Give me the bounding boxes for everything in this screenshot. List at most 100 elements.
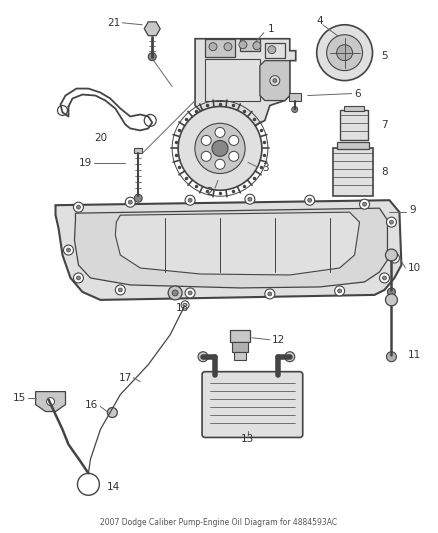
Circle shape: [67, 248, 71, 252]
Circle shape: [107, 408, 117, 417]
Text: 3: 3: [262, 163, 268, 173]
Text: 10: 10: [407, 263, 420, 273]
Circle shape: [385, 294, 397, 306]
Bar: [337, 142, 368, 149]
Circle shape: [392, 256, 396, 260]
Text: 7: 7: [381, 120, 388, 131]
Text: 8: 8: [381, 167, 388, 177]
Circle shape: [74, 202, 83, 212]
Circle shape: [308, 198, 312, 202]
Bar: [134, 148, 142, 154]
Circle shape: [268, 46, 276, 54]
Circle shape: [198, 352, 208, 362]
Text: 21: 21: [107, 18, 120, 28]
Circle shape: [64, 245, 74, 255]
Circle shape: [363, 202, 367, 206]
Circle shape: [327, 35, 363, 71]
Circle shape: [389, 220, 393, 224]
Text: 13: 13: [241, 434, 254, 445]
Bar: [339, 110, 367, 140]
Circle shape: [188, 198, 192, 202]
Circle shape: [125, 197, 135, 207]
Text: 15: 15: [12, 393, 25, 402]
Circle shape: [379, 273, 389, 283]
Bar: [234, 352, 246, 360]
Circle shape: [215, 159, 225, 169]
Polygon shape: [56, 200, 401, 300]
Circle shape: [178, 107, 262, 190]
Circle shape: [268, 292, 272, 296]
Circle shape: [209, 43, 217, 51]
Bar: [240, 39, 260, 51]
Polygon shape: [144, 22, 160, 36]
Bar: [343, 106, 364, 111]
Circle shape: [115, 285, 125, 295]
Circle shape: [148, 53, 156, 61]
Bar: [332, 148, 372, 196]
Circle shape: [195, 123, 245, 174]
Circle shape: [201, 135, 211, 146]
Bar: [265, 43, 285, 58]
Text: 18: 18: [176, 303, 189, 313]
Circle shape: [245, 194, 255, 204]
Circle shape: [134, 194, 142, 202]
Bar: [205, 39, 235, 56]
Circle shape: [360, 199, 370, 209]
Text: 17: 17: [119, 373, 132, 383]
Text: 2: 2: [207, 187, 213, 197]
Bar: [289, 93, 301, 101]
Circle shape: [265, 289, 275, 299]
Circle shape: [229, 151, 239, 161]
Circle shape: [215, 127, 225, 138]
Text: 2007 Dodge Caliber Pump-Engine Oil Diagram for 4884593AC: 2007 Dodge Caliber Pump-Engine Oil Diagr…: [100, 518, 338, 527]
Circle shape: [128, 200, 132, 204]
Circle shape: [201, 151, 211, 161]
Circle shape: [389, 253, 399, 263]
Circle shape: [77, 205, 81, 209]
Circle shape: [382, 276, 386, 280]
Circle shape: [273, 78, 277, 83]
Text: 12: 12: [272, 335, 285, 345]
Polygon shape: [35, 392, 66, 411]
Text: 5: 5: [381, 51, 388, 61]
Circle shape: [224, 43, 232, 51]
Bar: [205, 59, 260, 101]
Circle shape: [285, 352, 295, 362]
Polygon shape: [195, 39, 296, 125]
Text: 16: 16: [85, 400, 99, 409]
Circle shape: [270, 76, 280, 86]
Circle shape: [118, 288, 122, 292]
Circle shape: [248, 197, 252, 201]
Text: 20: 20: [94, 133, 107, 143]
Text: 14: 14: [106, 482, 120, 492]
Circle shape: [337, 45, 353, 61]
Circle shape: [385, 249, 397, 261]
Polygon shape: [74, 208, 388, 288]
Text: 4: 4: [316, 16, 323, 26]
Circle shape: [253, 42, 261, 50]
Circle shape: [74, 273, 83, 283]
Circle shape: [229, 135, 239, 146]
Circle shape: [388, 288, 396, 296]
Circle shape: [172, 290, 178, 296]
Circle shape: [185, 195, 195, 205]
Circle shape: [46, 398, 54, 406]
Polygon shape: [260, 61, 290, 101]
Circle shape: [317, 25, 372, 80]
Circle shape: [212, 140, 228, 156]
Circle shape: [338, 289, 342, 293]
Circle shape: [335, 286, 345, 296]
Bar: [232, 342, 248, 352]
Circle shape: [185, 288, 195, 298]
Bar: [230, 330, 250, 342]
Text: 11: 11: [407, 350, 420, 360]
Text: 19: 19: [79, 158, 92, 168]
Circle shape: [188, 291, 192, 295]
Text: 1: 1: [268, 24, 275, 34]
Text: 6: 6: [355, 88, 361, 99]
FancyBboxPatch shape: [202, 372, 303, 438]
Circle shape: [77, 276, 81, 280]
Circle shape: [305, 195, 314, 205]
Polygon shape: [115, 212, 360, 275]
Circle shape: [386, 217, 396, 227]
